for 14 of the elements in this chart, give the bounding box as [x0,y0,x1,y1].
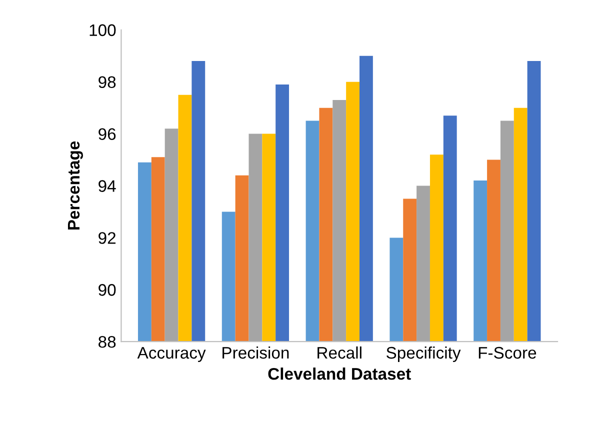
x-tick-label: F-Score [478,346,536,359]
y-tick-label: 90 [98,284,116,296]
x-tick-label: Precision [222,346,289,359]
x-tick-label: Accuracy [137,347,206,362]
x-axis-title: Cleveland Dataset [268,368,411,380]
y-axis-title: Percentage [68,141,83,230]
y-tick-label: 98 [98,76,116,88]
y-tick-label: 88 [98,336,116,348]
y-tick-label: 100 [90,24,116,36]
x-tick-label: Specificity [386,346,461,362]
x-tick-label: Recall [318,346,362,359]
y-tick-label: 96 [98,128,116,140]
y-tick-label: 92 [98,232,116,244]
y-tick-label: 94 [98,180,116,192]
